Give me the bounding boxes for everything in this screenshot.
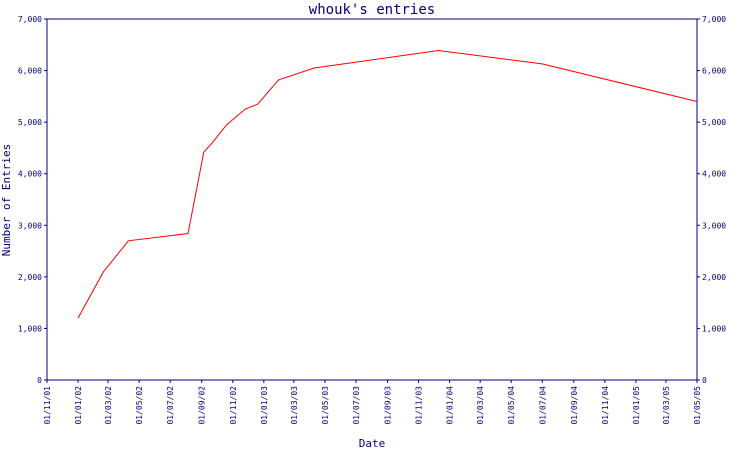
x-tick-label: 01/05/05 xyxy=(693,386,702,425)
x-tick-label: 01/05/04 xyxy=(507,386,516,425)
y-tick-label-right: 3,000 xyxy=(702,221,726,230)
y-tick-label-left: 6,000 xyxy=(18,67,42,76)
series-line xyxy=(77,49,698,319)
y-axis-left: 0 1,000 2,000 3,000 4,000 5,000 6,000 7,000 xyxy=(18,15,47,385)
x-tick-label: 01/01/05 xyxy=(632,386,641,425)
y-tick-label-right: 4,000 xyxy=(702,170,726,179)
x-tick-label: 01/09/03 xyxy=(384,386,393,425)
y-tick-label-left: 3,000 xyxy=(18,221,42,230)
y-axis-label: Number of Entries xyxy=(0,144,13,257)
x-tick-label: 01/11/03 xyxy=(415,386,424,425)
x-tick-label: 01/05/03 xyxy=(321,386,330,425)
x-tick-label: 01/03/03 xyxy=(290,386,299,425)
x-tick-label: 01/03/05 xyxy=(662,386,671,425)
x-tick-label: 01/09/02 xyxy=(198,386,207,425)
x-tick-label: 01/05/02 xyxy=(135,386,144,425)
chart-title: whouk's entries xyxy=(309,2,435,18)
x-tick-label: 01/07/04 xyxy=(538,386,547,425)
y-tick-label-left: 5,000 xyxy=(18,118,42,127)
y-tick-label-right: 6,000 xyxy=(702,67,726,76)
x-axis: 01/11/01 01/01/02 01/03/02 01/05/02 01/07/02… xyxy=(43,380,702,425)
x-tick-label: 01/07/03 xyxy=(352,386,361,425)
x-axis-label: Date xyxy=(359,437,386,450)
x-tick-label: 01/09/04 xyxy=(570,386,579,425)
x-tick-label: 01/11/04 xyxy=(601,386,610,425)
y-tick-label-right: 2,000 xyxy=(702,273,726,282)
y-tick-label-left: 0 xyxy=(37,376,42,385)
y-tick-label-left: 1,000 xyxy=(18,324,42,333)
y-tick-label-left: 7,000 xyxy=(18,15,42,24)
x-tick-label: 01/11/01 xyxy=(43,386,52,425)
y-tick-label-right: 5,000 xyxy=(702,118,726,127)
plot-frame xyxy=(46,18,698,381)
series-layer xyxy=(77,49,698,319)
x-tick-label: 01/07/02 xyxy=(166,386,175,425)
y-tick-label-right: 1,000 xyxy=(702,324,726,333)
y-tick-label-right: 7,000 xyxy=(702,15,726,24)
x-tick-label: 01/01/02 xyxy=(74,386,83,425)
y-axis-right: 0 1,000 2,000 3,000 4,000 5,000 6,000 7,000 xyxy=(697,15,726,385)
y-tick-label-left: 2,000 xyxy=(18,273,42,282)
y-tick-label-left: 4,000 xyxy=(18,170,42,179)
x-tick-label: 01/11/02 xyxy=(229,386,238,425)
y-tick-label-right: 0 xyxy=(702,376,707,385)
x-tick-label: 01/01/03 xyxy=(260,386,269,425)
x-tick-label: 01/03/02 xyxy=(104,386,113,425)
x-tick-label: 01/03/04 xyxy=(476,386,485,425)
x-tick-label: 01/01/04 xyxy=(446,386,455,425)
